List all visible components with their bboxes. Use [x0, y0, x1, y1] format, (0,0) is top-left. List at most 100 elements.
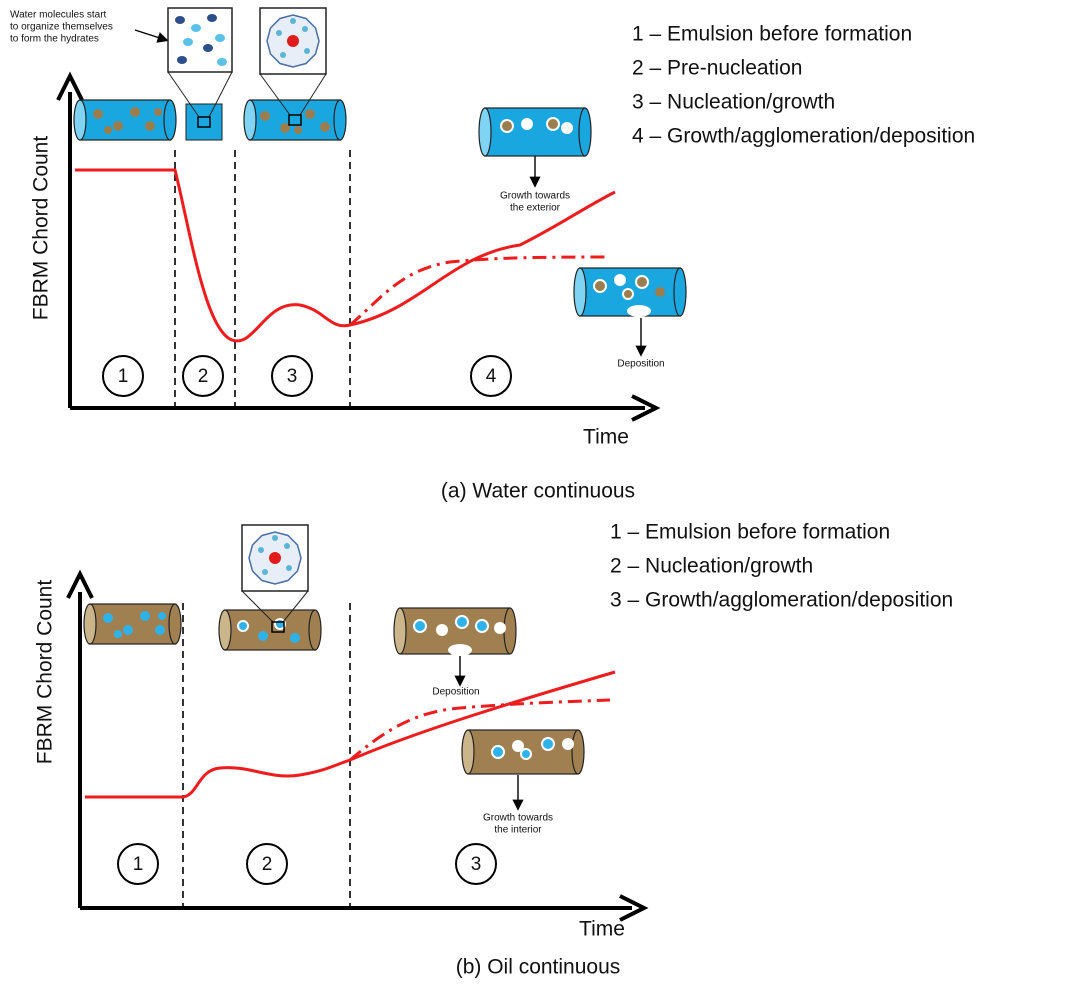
dash-dot-curve — [349, 698, 611, 762]
water-node — [262, 569, 268, 575]
droplet — [541, 737, 555, 751]
droplet — [103, 613, 113, 623]
droplet — [158, 612, 166, 620]
pipe-mouth — [393, 607, 407, 655]
pipe — [83, 603, 182, 645]
stage-circle — [102, 355, 144, 397]
droplet — [562, 738, 574, 750]
solid-curve — [75, 168, 616, 343]
legend-item: 1 – Emulsion before formation — [610, 521, 890, 544]
stage-markers: 1 2 3 4 — [102, 355, 512, 397]
water-node — [272, 535, 278, 541]
stage-number: 4 — [486, 366, 497, 387]
droplet — [258, 631, 268, 641]
stage-number: 1 — [118, 366, 129, 387]
water-patch — [185, 103, 223, 141]
water-node — [286, 565, 292, 571]
droplet — [436, 624, 448, 636]
droplet — [155, 625, 165, 635]
water-molecule — [217, 58, 227, 66]
solid-curve — [85, 670, 616, 799]
zoom-box — [241, 524, 309, 633]
pipe — [73, 99, 177, 141]
pipe — [393, 607, 517, 655]
pipe-end — [308, 609, 322, 651]
droplet — [593, 279, 607, 293]
droplet — [140, 611, 150, 621]
pipe-end — [503, 607, 517, 655]
growth-note: the interior — [494, 825, 542, 836]
deposition-note: Deposition — [617, 359, 664, 370]
legend-item: 4 – Growth/agglomeration/deposition — [632, 125, 975, 148]
pipe-mouth — [83, 603, 97, 645]
guest — [287, 35, 299, 47]
stage-number: 2 — [198, 366, 209, 387]
water-node — [276, 30, 282, 36]
stage-number: 3 — [471, 854, 482, 875]
droplet — [475, 619, 489, 633]
deposit — [627, 305, 651, 317]
water-node — [304, 48, 310, 54]
water-molecule — [215, 34, 225, 42]
droplet — [93, 109, 103, 119]
droplet — [413, 619, 427, 633]
legend-item: 2 – Pre-nucleation — [632, 57, 802, 80]
stage-circle — [117, 843, 159, 885]
droplet — [455, 615, 469, 629]
legend-item: 3 – Nucleation/growth — [632, 91, 835, 114]
droplet — [290, 633, 300, 643]
water-molecule — [177, 56, 187, 64]
x-arrow — [631, 394, 661, 422]
water-node — [290, 18, 296, 24]
pipe-end — [163, 99, 177, 141]
stage-circle — [271, 355, 313, 397]
pipe — [478, 107, 592, 157]
droplet — [512, 740, 524, 752]
droplet — [520, 748, 532, 760]
pipe — [218, 609, 322, 651]
pipe-body — [89, 603, 176, 645]
droplet — [494, 622, 506, 634]
zoom-target — [288, 114, 302, 126]
water-node — [302, 26, 308, 32]
droplet — [500, 119, 514, 133]
droplet — [123, 625, 133, 635]
annotation: to organize themselves — [10, 22, 113, 33]
pipe-mouth — [478, 107, 492, 157]
droplet — [113, 121, 123, 131]
pipe-body — [224, 609, 316, 651]
pipe-end — [673, 267, 687, 317]
pipe-end — [578, 107, 592, 157]
y-arrow — [66, 569, 94, 599]
droplet — [104, 126, 112, 134]
droplet — [114, 630, 122, 638]
y-label: FBRM Chord Count — [34, 580, 57, 765]
zoom-lines — [167, 71, 233, 118]
zoom-box — [259, 7, 327, 126]
legend: 1 – Emulsion before formation 2 – Nuclea… — [610, 521, 953, 612]
stage-number: 1 — [133, 854, 144, 875]
stage-circle — [455, 843, 497, 885]
droplet — [635, 275, 649, 289]
water-molecule — [175, 16, 185, 24]
stage-number: 2 — [262, 854, 273, 875]
stage-markers: 1 2 3 — [117, 843, 497, 885]
droplet — [561, 122, 573, 134]
annotation: Water molecules start — [10, 10, 107, 21]
caption: (b) Oil continuous — [456, 956, 621, 979]
zoom-target — [197, 116, 211, 128]
droplet — [320, 122, 330, 132]
guest — [269, 552, 281, 564]
zoom-lines — [259, 73, 327, 116]
droplet — [491, 745, 505, 759]
panel-a: FBRM Chord Count Time 1 2 3 4 1 – Emulsion … — [10, 10, 975, 503]
pipe-end — [333, 99, 347, 141]
pipe-mouth — [73, 99, 87, 141]
pipe — [243, 99, 347, 141]
stage-dividers — [182, 603, 351, 908]
y-arrow — [56, 71, 84, 101]
pipe-mouth — [461, 729, 475, 775]
stage-number: 3 — [287, 366, 298, 387]
legend: 1 – Emulsion before formation 2 – Pre-nu… — [632, 23, 975, 148]
droplet — [622, 288, 634, 300]
